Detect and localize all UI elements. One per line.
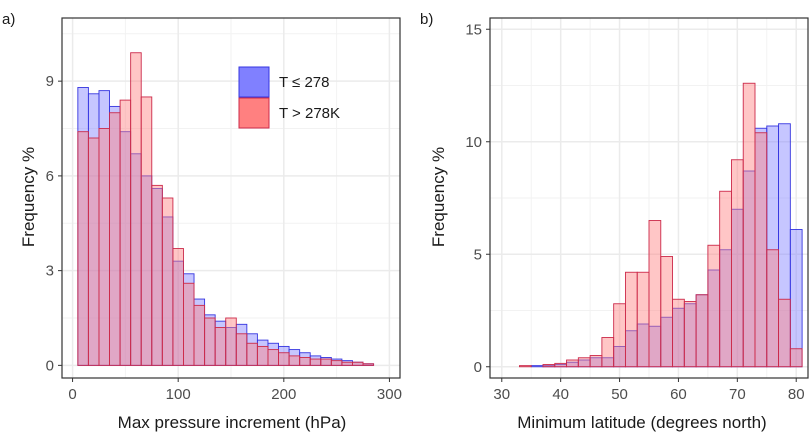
panel-a-border	[61, 17, 401, 379]
panel-a-bar-warm	[288, 355, 301, 366]
panel-a-bar-warm	[130, 52, 142, 366]
panel-b-bar-warm	[636, 271, 650, 368]
panel-a-x-tick-label: 100	[166, 386, 191, 403]
panel-b-y-tick-label: 10	[465, 134, 482, 151]
legend-key-warm	[238, 97, 270, 129]
panel-b-bar-warm	[707, 244, 721, 368]
panel-a-bar-warm	[309, 358, 322, 366]
panel-a-bar-warm	[246, 342, 258, 366]
panel-a-bar-warm	[330, 360, 343, 366]
panel-b-y-tick-label: 0	[474, 359, 482, 376]
legend: T ≤ 278 T > 278K	[238, 66, 340, 129]
panel-a-bar-warm	[299, 357, 311, 366]
panel-a: 0 100 200 300 0 3 6 9	[46, 17, 402, 403]
panel-b-ylabel: Frequency %	[429, 147, 448, 247]
panel-b-bar-warm	[660, 256, 674, 368]
panel-a-bar-warm	[140, 96, 153, 366]
panel-a-bar-warm	[341, 361, 353, 366]
panel-a-bar-warm	[267, 349, 279, 366]
panel-a-bar-warm	[172, 248, 184, 366]
panel-a-bar-warm	[87, 137, 100, 366]
panel-b-x-tick-label: 80	[788, 386, 805, 403]
panel-a-bar-warm	[98, 128, 110, 366]
panel-a-bar-warm	[77, 131, 89, 366]
panel-a-bar-warm	[225, 317, 237, 366]
panel-a-xlabel: Max pressure increment (hPa)	[118, 413, 347, 432]
panel-a-bar-warm	[320, 358, 332, 366]
panel-a-tag: a)	[2, 11, 15, 28]
panel-b-bar-warm	[754, 132, 768, 368]
panel-b-x-tick-label: 40	[552, 386, 569, 403]
panel-a-bar-warm	[362, 363, 375, 366]
panel-b-bar-warm	[518, 365, 532, 368]
panel-a-y-tick-label: 6	[46, 168, 54, 185]
legend-label-warm: T > 278K	[279, 105, 340, 122]
panel-b-bar-warm	[554, 362, 568, 368]
panel-b-y-tick-label: 15	[465, 21, 482, 38]
panel-b-x-tick-label: 60	[670, 386, 687, 403]
panel-b-bar-warm	[766, 249, 780, 368]
panel-b-bar-warm	[695, 294, 709, 368]
panel-b-bar-warm	[542, 364, 556, 368]
panel-b-tag: b)	[420, 11, 433, 28]
panel-b-bar-cold	[530, 365, 544, 368]
panel-a-bar-warm	[235, 333, 248, 366]
panel-a-bar-warm	[161, 197, 174, 366]
panel-a-bar-warm	[352, 361, 364, 366]
panel-b-bar-warm	[719, 190, 732, 368]
panel-b-bar-warm	[730, 159, 744, 368]
panel-a-y-tick-label: 9	[46, 73, 54, 90]
panel-a-bar-warm	[256, 345, 269, 366]
panel-a-y-tick-label: 0	[46, 357, 54, 374]
panel-b-x-tick-label: 50	[611, 386, 628, 403]
panel-b-border	[489, 17, 809, 379]
panel-a-bar-warm	[193, 304, 206, 366]
panel-b-bar-warm	[624, 271, 638, 368]
panel-b-bar-warm	[566, 359, 579, 368]
panel-a-bar-warm	[204, 317, 216, 366]
panel-b-x-tick-label: 30	[493, 386, 510, 403]
panel-b-bar-warm	[672, 298, 685, 368]
panel-b: 30 40 50 60 70 80 0 5 10 15	[465, 17, 809, 403]
panel-b-bar-warm	[648, 220, 662, 368]
panel-b-y-tick-label: 5	[474, 246, 482, 263]
panel-a-bar-warm	[278, 352, 290, 366]
panel-a-bar-warm	[214, 327, 227, 366]
panel-a-y-tick-label: 3	[46, 263, 54, 280]
panel-a-ylabel: Frequency %	[19, 147, 38, 247]
panel-a-x-tick-label: 300	[377, 386, 402, 403]
panel-b-bar-warm	[589, 355, 603, 368]
panel-a-bar-warm	[151, 184, 163, 366]
panel-a-bar-warm	[119, 99, 132, 366]
panel-a-x-tick-label: 200	[271, 386, 296, 403]
panel-b-bar-warm	[601, 337, 615, 368]
panel-b-bar-warm	[789, 348, 803, 368]
panel-b-bar-warm	[742, 82, 756, 368]
panel-a-x-tick-label: 0	[68, 386, 76, 403]
panel-b-xlabel: Minimum latitude (degrees north)	[517, 413, 766, 432]
panel-b-bar-warm	[577, 357, 591, 368]
panel-b-bar-warm	[613, 303, 626, 368]
panel-a-bar-warm	[109, 112, 121, 366]
panel-a-bar-warm	[183, 282, 195, 366]
panel-b-x-tick-label: 70	[729, 386, 746, 403]
legend-label-cold: T ≤ 278	[279, 74, 330, 91]
panel-b-bar-warm	[683, 301, 697, 368]
panel-b-bar-warm	[778, 298, 791, 368]
legend-key-cold	[238, 66, 270, 98]
panel-b-bar-cold	[789, 229, 803, 368]
